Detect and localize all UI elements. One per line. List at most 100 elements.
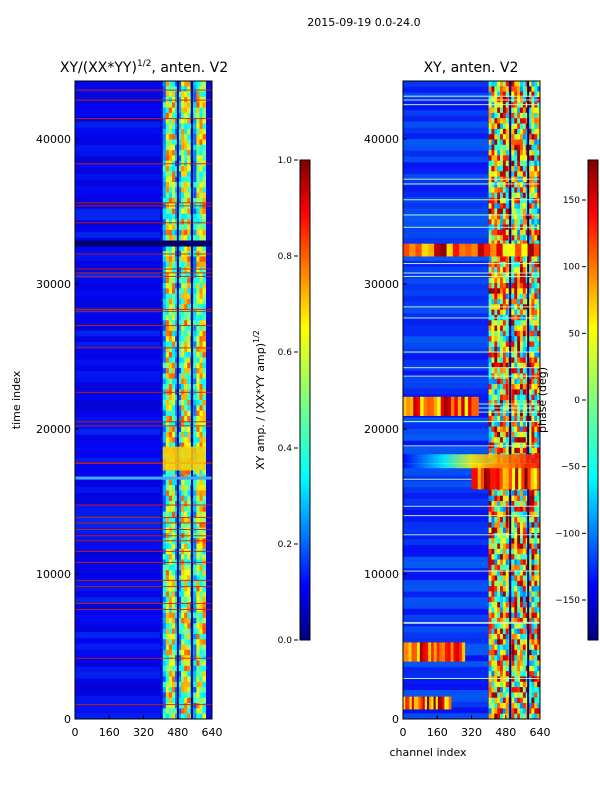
heatmap-active-cell [174,511,179,518]
heatmap-active-cell [193,139,197,146]
heatmap-feature-cell [431,696,435,710]
heatmap-active-cell [178,665,182,672]
heatmap-active-cell [502,341,507,348]
heatmap-flag-line [75,163,212,165]
heatmap-active-cell [528,687,532,693]
heatmap-active-cell [514,346,518,353]
heatmap-active-cell [528,596,532,603]
heatmap-active-cell [181,543,185,550]
heatmap-active-cell [193,197,197,204]
heatmap-active-cell [502,267,507,273]
heatmap-active-cell [497,522,501,528]
heatmap-active-cell [171,617,176,624]
heatmap-active-cell [528,283,532,289]
heatmap-active-cell [522,713,527,720]
heatmap-active-cell [193,277,197,284]
heatmap-active-cell [178,298,182,305]
heatmap-noise-band [403,168,488,175]
heatmap-active-cell [184,394,188,401]
heatmap-noise-band [75,440,160,447]
heatmap-active-cell [497,134,501,140]
heatmap-active-cell [497,91,501,98]
heatmap-active-cell [165,208,170,215]
heatmap-flag-line [403,621,540,623]
heatmap-active-cell [534,410,538,417]
heatmap-active-cell [534,112,538,119]
right-colorbar-gradient [587,159,599,641]
heatmap-active-cell [528,410,532,417]
heatmap-feature-cell [422,642,426,662]
right-colorbar-tick-label: −50 [561,463,580,473]
heatmap-active-cell [199,421,203,427]
heatmap-active-cell [193,570,197,576]
heatmap-active-cell [165,123,170,130]
heatmap-flag-line [75,275,212,277]
heatmap-active-cell [537,144,541,151]
heatmap-active-cell [178,150,182,156]
left-colorbar-gradient [299,159,311,641]
heatmap-active-cell [193,235,197,241]
heatmap-active-cell [505,155,510,162]
heatmap-active-cell [537,378,541,385]
heatmap-active-cell [531,516,535,523]
heatmap-active-cell [534,123,538,130]
heatmap-active-cell [491,511,495,518]
heatmap-active-cell [500,532,504,539]
heatmap-active-cell [171,394,176,401]
heatmap-active-cell [162,617,167,624]
heatmap-active-cell [174,378,179,385]
heatmap-active-cell [528,144,532,151]
heatmap-active-cell [522,554,527,560]
heatmap-active-cell [184,522,188,528]
heatmap-active-cell [517,495,521,502]
heatmap-noise-band [403,516,488,523]
heatmap-active-cell [196,469,200,475]
heatmap-active-cell [174,91,179,98]
heatmap-active-cell [528,516,532,523]
heatmap-active-cell [187,229,191,236]
heatmap-active-cell [494,197,498,204]
heatmap-active-cell [184,660,188,667]
heatmap-active-cell [162,320,167,326]
heatmap-active-cell [505,309,510,316]
heatmap-active-cell [522,112,527,119]
heatmap-active-cell [181,384,185,390]
heatmap-active-cell [171,490,176,497]
heatmap-active-cell [196,224,200,231]
heatmap-active-cell [171,128,176,135]
heatmap-active-cell [184,426,188,433]
heatmap-active-cell [514,384,518,390]
heatmap-active-cell [162,128,167,135]
heatmap-active-cell [196,256,200,263]
heatmap-active-cell [165,676,170,683]
heatmap-active-cell [178,580,182,587]
heatmap-active-cell [494,187,498,194]
heatmap-active-cell [181,708,185,715]
heatmap-active-cell [488,591,492,598]
heatmap-active-cell [168,623,173,630]
heatmap-active-cell [184,681,188,688]
heatmap-active-cell [517,490,521,497]
heatmap-active-cell [522,703,527,709]
heatmap-active-cell [193,554,197,560]
heatmap-active-cell [187,341,191,348]
heatmap-active-cell [491,527,495,534]
heatmap-active-cell [491,288,495,295]
heatmap-feature-cell [430,396,435,416]
heatmap-active-cell [199,283,203,289]
heatmap-active-cell [199,219,203,225]
heatmap-active-cell [491,623,495,630]
heatmap-noise-band [75,144,160,152]
heatmap-active-cell [202,112,206,119]
heatmap-active-cell [168,357,173,364]
heatmap-active-cell [187,596,191,603]
heatmap-active-cell [165,692,170,699]
heatmap-active-cell [181,570,185,576]
heatmap-active-cell [502,697,507,704]
heatmap-noise-band [75,400,160,407]
heatmap-active-cell [514,415,518,422]
heatmap-active-cell [531,554,535,560]
heatmap-active-cell [502,506,507,513]
heatmap-active-cell [517,649,521,656]
heatmap-active-cell [502,602,507,608]
